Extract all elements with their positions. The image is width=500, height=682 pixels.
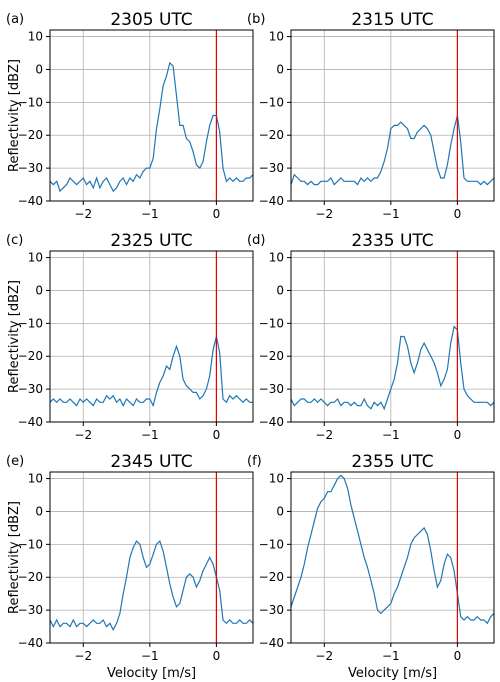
- y-tick-label: 10: [28, 30, 43, 44]
- y-tick-label: 10: [28, 472, 43, 486]
- x-axis-label: Velocity [m/s]: [107, 666, 196, 681]
- x-tick-label: 0: [213, 649, 221, 663]
- y-tick-label: 0: [35, 504, 43, 518]
- axes-frame: [290, 29, 495, 202]
- y-tick-label: −10: [18, 316, 43, 330]
- panel-title: 2335 UTC: [351, 231, 433, 251]
- x-tick-label: −2: [74, 649, 92, 663]
- y-tick-label: −40: [18, 194, 43, 208]
- y-axis-label: Reflectivity [dBZ]: [7, 59, 22, 172]
- panel-label: (b): [247, 12, 265, 27]
- series-line: [49, 336, 253, 408]
- y-tick-label: −10: [259, 95, 284, 109]
- axes-frame: [49, 250, 254, 423]
- y-axis-label: Reflectivity [dBZ]: [7, 501, 22, 614]
- y-tick-label: −20: [259, 570, 284, 584]
- series-line: [290, 115, 495, 186]
- x-tick-label: −1: [382, 207, 400, 221]
- y-tick-label: −10: [259, 316, 284, 330]
- x-tick-label: −2: [74, 207, 92, 221]
- y-tick-label: 0: [35, 283, 43, 297]
- y-tick-label: −40: [18, 636, 43, 650]
- y-tick-label: 0: [35, 62, 43, 76]
- x-tick-label: 0: [213, 428, 221, 442]
- panel-title: 2345 UTC: [110, 452, 192, 472]
- series-line: [49, 61, 254, 193]
- y-tick-label: −30: [259, 603, 284, 617]
- y-tick-label: −40: [259, 636, 284, 650]
- panel-title: 2325 UTC: [110, 231, 192, 251]
- y-tick-label: −30: [259, 382, 284, 396]
- y-tick-label: −30: [18, 161, 43, 175]
- y-tick-label: 0: [276, 283, 284, 297]
- series-line: [49, 540, 254, 632]
- y-tick-label: 10: [269, 30, 284, 44]
- axes-frame: [49, 471, 254, 644]
- y-tick-label: −40: [18, 415, 43, 429]
- y-tick-label: −40: [259, 415, 284, 429]
- y-tick-label: 0: [276, 62, 284, 76]
- axes-frame: [49, 29, 254, 202]
- y-tick-label: 0: [276, 504, 284, 518]
- x-tick-label: −2: [315, 649, 333, 663]
- y-tick-label: 10: [28, 251, 43, 265]
- x-tick-label: −1: [382, 649, 400, 663]
- y-tick-label: −20: [18, 128, 43, 142]
- panel-label: (d): [247, 233, 265, 248]
- x-tick-label: −1: [141, 428, 159, 442]
- y-tick-label: −10: [18, 95, 43, 109]
- y-tick-label: −10: [259, 537, 284, 551]
- x-tick-label: 0: [454, 207, 462, 221]
- x-tick-label: −2: [74, 428, 92, 442]
- x-tick-label: −2: [315, 207, 333, 221]
- y-tick-label: −10: [18, 537, 43, 551]
- panel-title: 2305 UTC: [110, 10, 192, 30]
- y-tick-label: −20: [18, 570, 43, 584]
- axes-frame: [290, 471, 495, 644]
- y-tick-label: 10: [269, 251, 284, 265]
- x-tick-label: 0: [213, 207, 221, 221]
- y-tick-label: −40: [259, 194, 284, 208]
- x-tick-label: −1: [141, 649, 159, 663]
- x-tick-label: −2: [315, 428, 333, 442]
- x-tick-label: 0: [454, 428, 462, 442]
- panel-label: (c): [6, 233, 23, 248]
- axes-frame: [290, 250, 495, 423]
- series-line: [290, 474, 495, 625]
- y-tick-label: −30: [259, 161, 284, 175]
- y-tick-label: −30: [18, 603, 43, 617]
- y-tick-label: −20: [259, 128, 284, 142]
- series-line: [290, 325, 495, 411]
- x-tick-label: −1: [382, 428, 400, 442]
- y-tick-label: −20: [18, 349, 43, 363]
- panel-label: (f): [247, 454, 262, 469]
- y-tick-label: 10: [269, 472, 284, 486]
- panel-label: (a): [6, 12, 24, 27]
- panel-title: 2355 UTC: [351, 452, 433, 472]
- x-tick-label: 0: [454, 649, 462, 663]
- panel-title: 2315 UTC: [351, 10, 433, 30]
- y-axis-label: Reflectivity [dBZ]: [7, 280, 22, 393]
- y-tick-label: −30: [18, 382, 43, 396]
- panel-label: (e): [6, 454, 24, 469]
- x-tick-label: −1: [141, 207, 159, 221]
- x-axis-label: Velocity [m/s]: [348, 666, 437, 681]
- y-tick-label: −20: [259, 349, 284, 363]
